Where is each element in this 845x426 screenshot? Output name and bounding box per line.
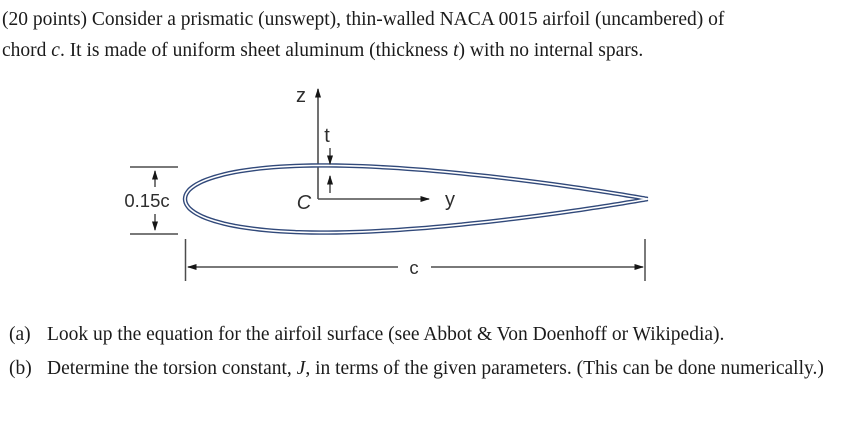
chord-label: c: [409, 257, 418, 278]
origin-label: C: [297, 192, 312, 214]
torsion-constant-variable: J: [296, 358, 306, 379]
y-axis-label: y: [445, 189, 455, 211]
z-axis-label: z: [296, 85, 306, 107]
item-a-label: (a): [9, 324, 31, 345]
chord-variable: c: [51, 40, 60, 61]
thickness-variable: t: [453, 40, 459, 61]
item-b: (b) Determine the torsion constant, J, i…: [9, 352, 842, 386]
item-a: (a) Look up the equation for the airfoil…: [9, 318, 841, 352]
statement-line-2-post: ) with no internal spars.: [458, 40, 644, 61]
statement-line-1: (20 points) Consider a prismatic (unswep…: [2, 4, 844, 35]
statement-line-2-pre: chord: [2, 40, 52, 61]
problem-statement: (20 points) Consider a prismatic (unswep…: [2, 4, 844, 66]
item-b-text: Determine the torsion constant, J, in te…: [47, 352, 842, 386]
max-thickness-label: 0.15c: [124, 190, 169, 211]
wall-thickness-label: t: [324, 125, 330, 147]
item-b-label: (b): [9, 358, 32, 379]
item-b-pre: Determine the torsion constant,: [47, 358, 297, 379]
statement-line-2: chord c. It is made of uniform sheet alu…: [2, 35, 844, 66]
item-b-post: , in terms of the given parameters. (Thi…: [305, 358, 824, 379]
statement-line-1-text: (20 points) Consider a prismatic (unswep…: [2, 9, 725, 30]
statement-line-2-mid: . It is made of uniform sheet aluminum (…: [59, 40, 454, 61]
item-a-text: Look up the equation for the airfoil sur…: [47, 324, 725, 345]
airfoil-wall-core: [184, 164, 648, 234]
